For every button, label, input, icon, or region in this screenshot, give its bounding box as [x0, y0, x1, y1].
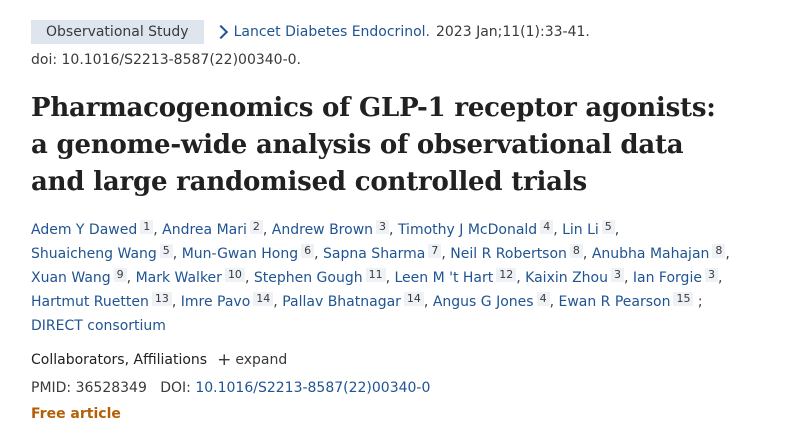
expand-button[interactable]: expand	[235, 352, 288, 368]
citation-details: 2023 Jan;11(1):33-41.	[435, 24, 590, 40]
doi-link[interactable]: 10.1016/S2213-8587(22)00340-0	[195, 380, 431, 396]
author-link[interactable]: Stephen Gough	[253, 270, 363, 286]
affiliation-marker[interactable]: 4	[540, 220, 554, 234]
author-link[interactable]: Xuan Wang	[31, 270, 111, 286]
author-link[interactable]: Timothy J McDonald	[397, 222, 538, 238]
author-link[interactable]: Leen M 't Hart	[394, 270, 494, 286]
authors-list: Adem Y Dawed 1, Andrea Mari 2, Andrew Brow…	[31, 220, 730, 334]
collaborators-affiliations-toggle[interactable]: Collaborators, Affiliations + expand	[31, 350, 288, 370]
doi-line: doi: 10.1016/S2213-8587(22)00340-0.	[31, 52, 301, 68]
author-link[interactable]: Andrea Mari	[162, 222, 247, 238]
author-link[interactable]: Ian Forgie	[632, 270, 702, 286]
author-link[interactable]: Imre Pavo	[180, 294, 251, 310]
affiliation-marker[interactable]: 12	[496, 268, 517, 282]
author-link[interactable]: Pallav Bhatnagar	[282, 294, 401, 310]
collaborators-label: Collaborators, Affiliations	[31, 352, 208, 368]
plus-icon[interactable]: +	[217, 350, 232, 370]
affiliation-marker[interactable]: 1	[140, 220, 154, 234]
author-link[interactable]: Angus G Jones	[432, 294, 534, 310]
identifiers: PMID: 36528349 DOI: 10.1016/S2213-8587(2…	[31, 380, 430, 396]
affiliation-marker[interactable]: 14	[253, 292, 274, 306]
publication-type-badge[interactable]: Observational Study	[31, 20, 204, 44]
affiliation-marker[interactable]: 2	[249, 220, 263, 234]
affiliation-marker[interactable]: 8	[569, 244, 583, 258]
affiliation-marker[interactable]: 3	[610, 268, 624, 282]
affiliation-marker[interactable]: 5	[601, 220, 615, 234]
affiliation-marker[interactable]: 10	[224, 268, 245, 282]
pmid-label: PMID:	[31, 380, 72, 396]
author-link[interactable]: Mun-Gwan Hong	[181, 246, 299, 262]
author-link[interactable]: Lin Li	[562, 222, 599, 238]
doi-label: DOI:	[160, 380, 191, 396]
author-link[interactable]: Mark Walker	[135, 270, 222, 286]
author-link[interactable]: Kaixin Zhou	[525, 270, 608, 286]
author-link[interactable]: Neil R Robertson	[450, 246, 567, 262]
affiliation-marker[interactable]: 5	[159, 244, 173, 258]
affiliation-marker[interactable]: 7	[428, 244, 442, 258]
affiliation-marker[interactable]: 4	[536, 292, 550, 306]
affiliation-marker[interactable]: 14	[403, 292, 424, 306]
affiliation-marker[interactable]: 3	[704, 268, 718, 282]
affiliation-marker[interactable]: 8	[712, 244, 726, 258]
group-author-link[interactable]: DIRECT consortium	[31, 318, 166, 334]
author-link[interactable]: Shuaicheng Wang	[31, 246, 157, 262]
article-title: Pharmacogenomics of GLP-1 receptor agoni…	[31, 93, 716, 197]
affiliation-marker[interactable]: 3	[376, 220, 390, 234]
affiliation-marker[interactable]: 6	[301, 244, 315, 258]
pmid-value: 36528349	[75, 380, 147, 396]
author-link[interactable]: Adem Y Dawed	[31, 222, 138, 238]
article-meta-row: Observational Study Lancet Diabetes Endo…	[31, 20, 590, 44]
affiliation-marker[interactable]: 11	[365, 268, 386, 282]
free-article-label: Free article	[31, 406, 121, 422]
author-link[interactable]: Sapna Sharma	[323, 246, 426, 262]
affiliation-marker[interactable]: 15	[673, 292, 694, 306]
author-link[interactable]: Hartmut Ruetten	[31, 294, 149, 310]
journal-link[interactable]: Lancet Diabetes Endocrinol.	[233, 24, 430, 40]
author-link[interactable]: Andrew Brown	[271, 222, 374, 238]
affiliation-marker[interactable]: 13	[151, 292, 172, 306]
author-link[interactable]: Anubha Mahajan	[591, 246, 710, 262]
chevron-right-icon[interactable]	[213, 24, 228, 40]
affiliation-marker[interactable]: 9	[113, 268, 127, 282]
author-link[interactable]: Ewan R Pearson	[558, 294, 671, 310]
